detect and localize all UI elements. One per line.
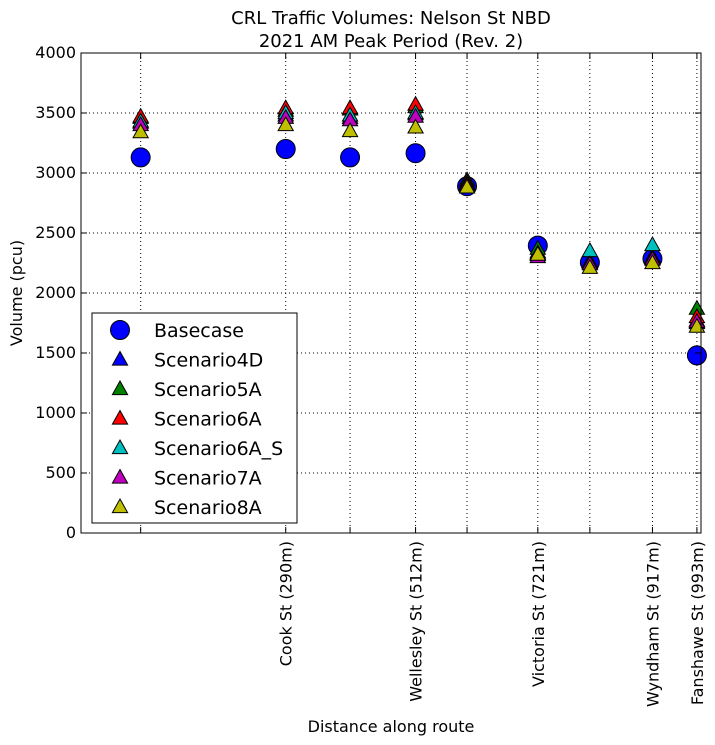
- y-tick-label: 2500: [35, 223, 76, 242]
- data-point-scenario8a: [341, 121, 359, 138]
- data-point-scenario8a: [529, 245, 547, 261]
- legend-marker: [111, 379, 129, 396]
- legend-label: Scenario7A: [154, 468, 262, 490]
- y-tick-label: 1500: [35, 343, 76, 362]
- y-tick-label: 0: [66, 523, 76, 542]
- data-point-basecase: [405, 143, 426, 164]
- legend-label: Scenario6A_S: [154, 438, 283, 460]
- data-marks: [130, 95, 707, 366]
- legend-marker: [111, 438, 129, 455]
- legend-label: Scenario8A: [154, 497, 262, 519]
- legend-label: Basecase: [154, 320, 244, 342]
- data-point-scenario8a: [277, 115, 295, 132]
- chart-subtitle: 2021 AM Peak Period (Rev. 2): [259, 31, 523, 52]
- y-tick-label: 3500: [35, 103, 76, 122]
- legend-marker: [111, 409, 129, 425]
- data-point-scenario8a: [407, 118, 425, 134]
- x-tick-label: Cook St (290m): [277, 541, 296, 666]
- y-tick-label: 2000: [35, 283, 76, 302]
- data-point-scenario8a: [644, 253, 661, 270]
- data-point-scenario6a-s: [644, 235, 661, 252]
- legend-label: Scenario4D: [154, 350, 263, 372]
- data-point-scenario6a-s: [581, 241, 599, 258]
- y-axis-label: Volume (pcu): [7, 240, 26, 346]
- y-tick-label: 3000: [35, 163, 76, 182]
- legend-marker: [111, 468, 129, 484]
- data-point-basecase: [340, 147, 361, 168]
- x-axis-label: Distance along route: [308, 717, 475, 736]
- y-tick-label: 500: [45, 463, 76, 482]
- y-axis: 0 500 1000 1500 2000 2500 3000 3500 4000: [35, 43, 701, 542]
- data-point-scenario8a: [132, 123, 150, 139]
- x-tick-label: Wyndham St (917m): [643, 541, 662, 707]
- legend-box: [91, 312, 298, 524]
- legend-label: Scenario5A: [154, 379, 262, 401]
- data-point-scenario8a: [581, 258, 599, 274]
- y-tick-label: 4000: [35, 43, 76, 62]
- data-point-scenario8a: [458, 178, 476, 194]
- data-point-basecase: [275, 139, 296, 159]
- x-tick-label: Fanshawe St (993m): [688, 541, 707, 705]
- x-tick-label: Victoria St (721m): [529, 541, 548, 687]
- chart-title: CRL Traffic Volumes: Nelson St NBD: [231, 8, 551, 29]
- data-point-basecase: [130, 147, 151, 168]
- legend-marker: [110, 320, 130, 340]
- data-point-basecase: [686, 345, 707, 366]
- x-tick-label: Wellesley St (512m): [407, 541, 426, 702]
- legend-marker: [111, 350, 129, 366]
- legend-label: Scenario6A: [154, 409, 262, 431]
- legend: Basecase Scenario4D Scenario5A Scenario6A Sc…: [91, 312, 298, 524]
- legend-marker: [111, 497, 129, 514]
- x-axis: Cook St (290m) Wellesley St (512m) Victori…: [140, 53, 707, 707]
- y-tick-label: 1000: [35, 403, 76, 422]
